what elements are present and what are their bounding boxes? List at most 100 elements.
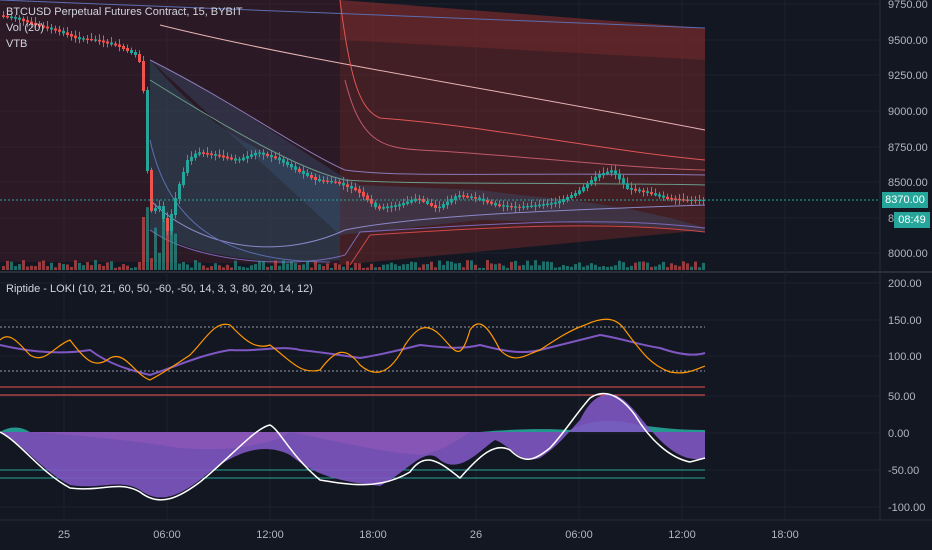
volume-bar [182, 261, 185, 270]
candle-body [578, 190, 581, 194]
candle-body [434, 205, 437, 208]
candle-body [42, 25, 45, 28]
volume-bar [38, 261, 41, 270]
volume-bar [410, 261, 413, 270]
osc-tick-label: 200.00 [888, 278, 922, 290]
volume-bar [298, 264, 301, 270]
candle-body [570, 195, 573, 198]
volume-bar [446, 261, 449, 270]
volume-bar [10, 261, 13, 270]
candle-body [418, 198, 421, 200]
volume-bar [326, 263, 329, 270]
candle-body [26, 20, 29, 23]
candle-body [254, 152, 257, 156]
candle-body [314, 177, 317, 180]
volume-bar [334, 263, 337, 270]
candle-body [214, 154, 217, 156]
volume-bar [218, 265, 221, 270]
volume-bar [582, 266, 585, 270]
volume-bar [598, 266, 601, 270]
volume-bar [442, 264, 445, 270]
volume-bar [622, 262, 625, 270]
candle-body [462, 195, 465, 197]
volume-bar [546, 261, 549, 270]
volume-bar [146, 207, 149, 270]
volume-bar [42, 260, 45, 270]
candle-body [666, 196, 669, 199]
price-tick-label: 9250.00 [888, 70, 928, 82]
volume-bar [70, 266, 73, 270]
volume-bar [26, 266, 29, 270]
candle-body [110, 42, 113, 45]
osc-tick-label: 0.00 [888, 428, 909, 440]
candle-body [226, 156, 229, 159]
candle-body [246, 156, 249, 159]
candle-body [126, 48, 129, 51]
osc-tick-label: 50.00 [888, 391, 916, 403]
volume-bar [566, 265, 569, 270]
oscillator-axis[interactable]: 200.00 150.00 100.00 50.00 0.00 -50.00 -100.00 [888, 278, 925, 514]
time-axis[interactable]: 25 06:00 12:00 18:00 26 06:00 12:00 18:00 [58, 529, 799, 541]
candle-body [650, 192, 653, 195]
candle-body [50, 27, 53, 30]
candle-body [374, 202, 377, 208]
volume-bar [358, 263, 361, 270]
candle-body [130, 50, 133, 53]
volume-bar [690, 266, 693, 270]
main-series-legend[interactable]: BTCUSD Perpetual Futures Contract, 15, B… [6, 6, 243, 18]
volume-bar [370, 263, 373, 270]
volume-bar [258, 260, 261, 270]
time-tick-label: 12:00 [256, 529, 284, 541]
candle-body [530, 205, 533, 207]
volume-bar [626, 267, 629, 270]
volume-bar [354, 262, 357, 270]
vtb-legend[interactable]: VTB [6, 38, 28, 50]
volume-bar [82, 265, 85, 270]
candle-body [170, 214, 173, 231]
candle-body [250, 154, 253, 157]
volume-bar [46, 266, 49, 270]
signal-line [0, 392, 706, 501]
candle-body [70, 34, 73, 37]
volume-legend[interactable]: Vol (20) [6, 22, 44, 34]
volume-bar [514, 260, 517, 270]
volume-bar [114, 267, 117, 270]
volume-bar [614, 265, 617, 270]
candle-body [258, 152, 261, 154]
volume-bar [90, 265, 93, 270]
candle-body [106, 41, 109, 44]
candle-body [138, 54, 141, 62]
volume-bar [58, 262, 61, 270]
candle-body [298, 168, 301, 172]
candle-body [562, 199, 565, 202]
candle-body [406, 201, 409, 204]
candle-body [566, 197, 569, 200]
candle-body [370, 199, 373, 204]
candle-body [638, 189, 641, 192]
candle-body [442, 204, 445, 208]
candle-body [698, 200, 701, 201]
candle-body [290, 164, 293, 168]
volume-bar [206, 267, 209, 270]
volume-bar [270, 265, 273, 270]
candle-body [582, 186, 585, 192]
volume-bar [698, 267, 701, 270]
volume-bar [674, 265, 677, 270]
volume-bar [314, 261, 317, 270]
volume-bar [430, 261, 433, 270]
volume-bar [398, 265, 401, 270]
price-candles[interactable] [2, 11, 705, 236]
volume-bar [406, 264, 409, 270]
candle-body [178, 184, 181, 199]
candle-body [306, 173, 309, 176]
volume-bar [110, 261, 113, 270]
volume-bar [102, 265, 105, 270]
candle-body [134, 52, 137, 55]
volume-bar [578, 262, 581, 270]
candle-body [294, 166, 297, 170]
candle-body [118, 44, 121, 47]
oscillator-legend[interactable]: Riptide - LOKI (10, 21, 60, 50, -60, -50… [6, 283, 313, 295]
time-tick-label: 12:00 [668, 529, 696, 541]
volume-bar [198, 262, 201, 270]
